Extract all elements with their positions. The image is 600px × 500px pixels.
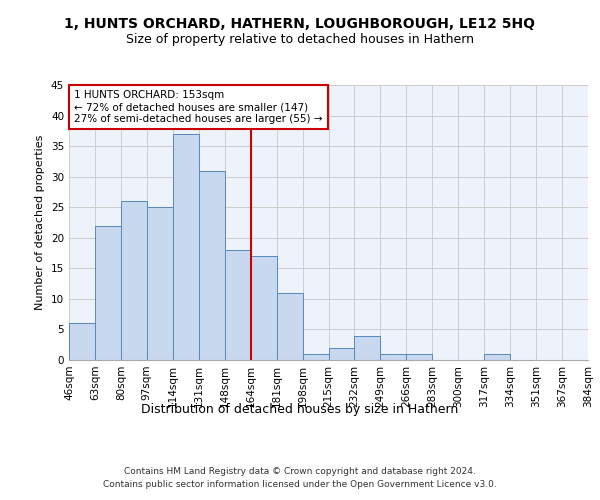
Bar — [225, 250, 251, 360]
Bar — [380, 354, 406, 360]
Bar — [302, 354, 329, 360]
Bar — [355, 336, 380, 360]
Text: 1 HUNTS ORCHARD: 153sqm
← 72% of detached houses are smaller (147)
27% of semi-d: 1 HUNTS ORCHARD: 153sqm ← 72% of detache… — [74, 90, 323, 124]
Bar — [69, 324, 95, 360]
Bar — [147, 207, 173, 360]
Text: Contains HM Land Registry data © Crown copyright and database right 2024.
Contai: Contains HM Land Registry data © Crown c… — [103, 468, 497, 489]
Bar — [95, 226, 121, 360]
Bar — [329, 348, 355, 360]
Bar — [277, 293, 302, 360]
Bar — [121, 201, 147, 360]
Text: 1, HUNTS ORCHARD, HATHERN, LOUGHBOROUGH, LE12 5HQ: 1, HUNTS ORCHARD, HATHERN, LOUGHBOROUGH,… — [65, 18, 536, 32]
Bar — [173, 134, 199, 360]
Bar — [251, 256, 277, 360]
Y-axis label: Number of detached properties: Number of detached properties — [35, 135, 46, 310]
Bar — [199, 170, 224, 360]
Text: Size of property relative to detached houses in Hathern: Size of property relative to detached ho… — [126, 32, 474, 46]
Text: Distribution of detached houses by size in Hathern: Distribution of detached houses by size … — [142, 402, 458, 415]
Bar — [406, 354, 432, 360]
Bar — [484, 354, 510, 360]
